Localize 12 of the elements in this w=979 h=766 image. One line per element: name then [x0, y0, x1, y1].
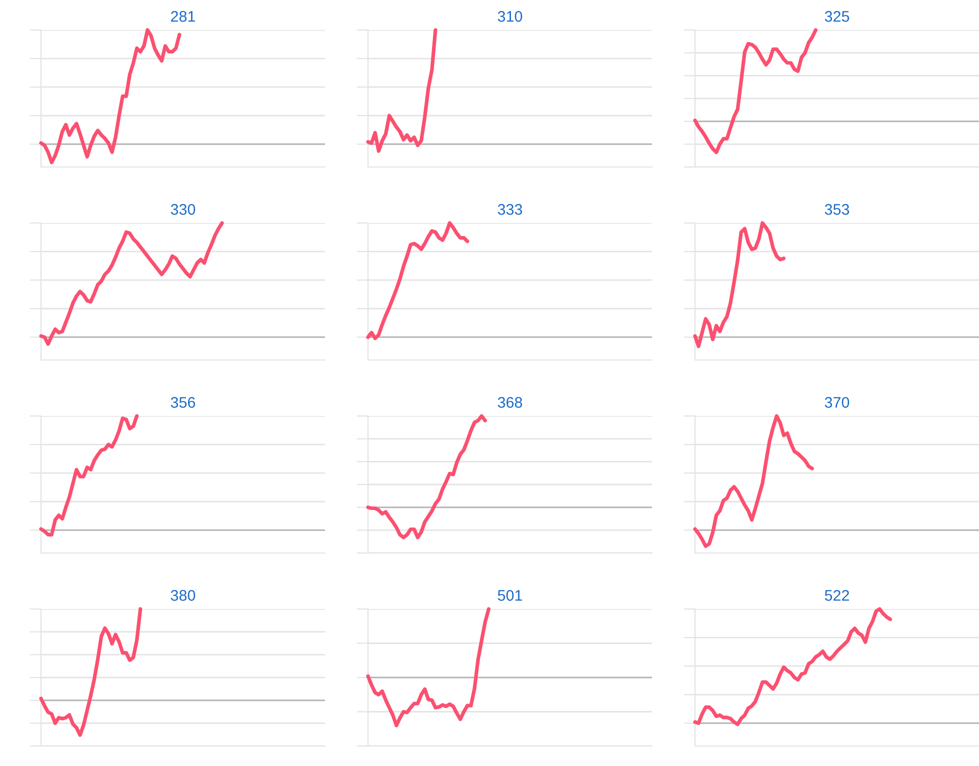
- chart-title: 281: [171, 11, 195, 22]
- chart-title: 380: [170, 590, 196, 601]
- chart-title: 356: [170, 397, 196, 408]
- chart-title: 368: [498, 397, 522, 408]
- chart-title: 370: [824, 397, 850, 408]
- chart-title: 501: [498, 590, 522, 601]
- chart-title: 353: [824, 204, 850, 215]
- chart-title: 310: [498, 11, 522, 22]
- chart-title: 325: [824, 11, 850, 22]
- chart-title: 333: [498, 204, 522, 215]
- chart-title: 522: [824, 590, 849, 601]
- chart-title: 330: [170, 204, 196, 215]
